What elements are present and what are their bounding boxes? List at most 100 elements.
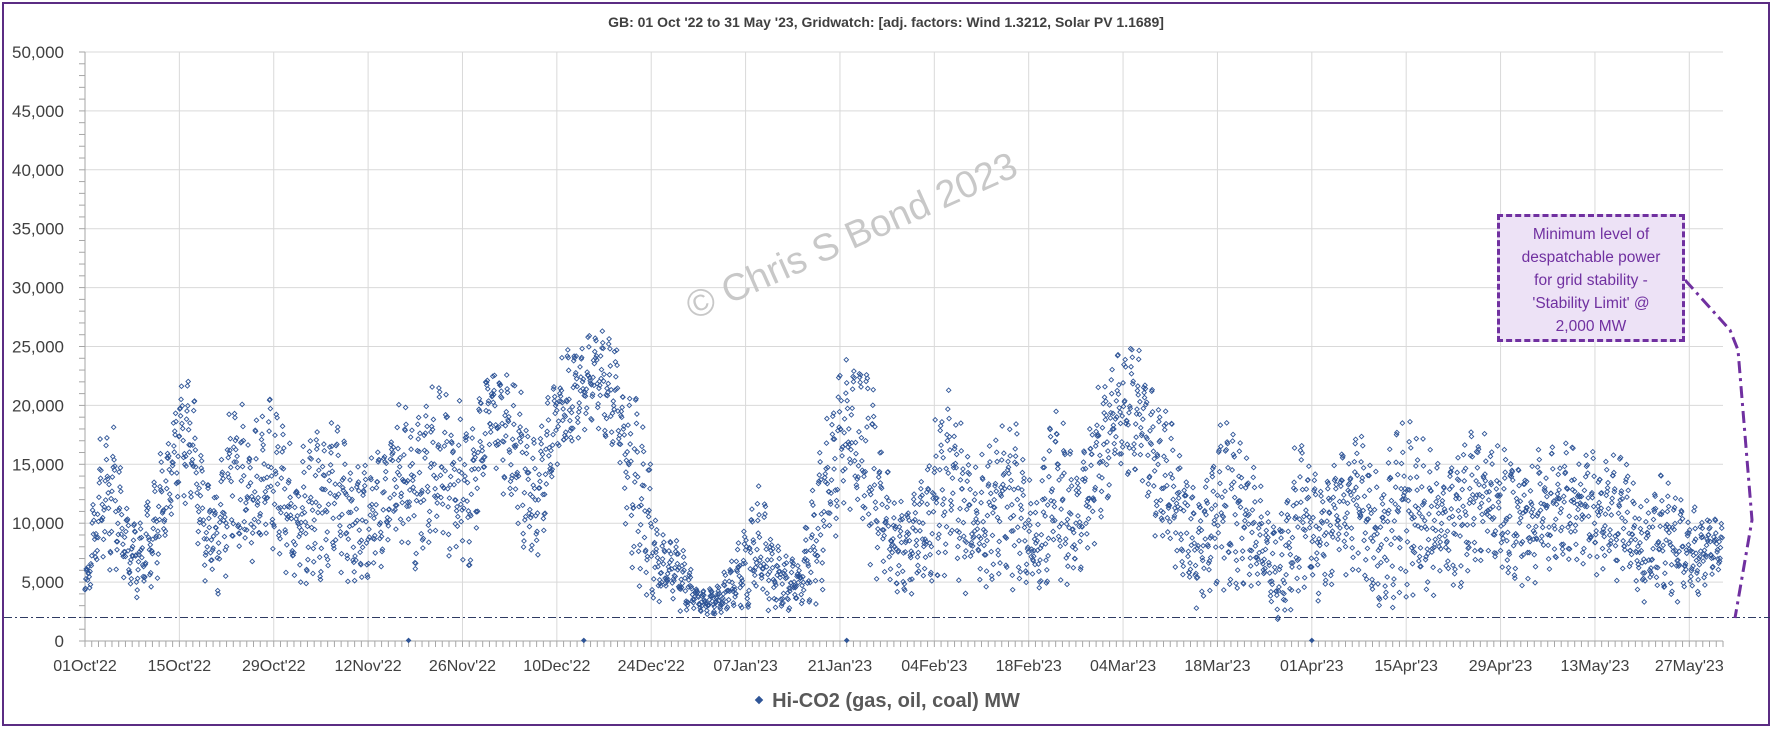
data-point [1199, 557, 1206, 564]
data-point [666, 567, 673, 573]
data-point [1139, 416, 1146, 423]
data-point [395, 401, 402, 408]
data-point [706, 601, 712, 608]
data-point [1085, 515, 1092, 522]
data-point [1248, 582, 1255, 589]
data-point [895, 547, 902, 554]
data-point [1099, 474, 1105, 481]
data-point [1142, 382, 1148, 389]
data-point [298, 519, 305, 526]
data-point [328, 449, 334, 456]
data-point [502, 422, 509, 429]
data-point [1149, 386, 1156, 393]
data-point [1086, 495, 1093, 502]
data-point [1435, 494, 1442, 501]
data-point [174, 479, 181, 486]
data-point [1187, 566, 1194, 573]
data-point [239, 463, 246, 470]
data-point [1637, 539, 1643, 546]
data-point [1167, 535, 1174, 542]
data-point [809, 531, 816, 538]
data-point [526, 523, 533, 530]
data-point [1699, 519, 1705, 526]
data-point [1543, 493, 1550, 500]
data-point [1539, 524, 1546, 531]
data-point [278, 509, 284, 516]
data-point [1272, 539, 1279, 545]
data-point [1712, 516, 1718, 523]
data-point [480, 471, 487, 478]
data-point [1292, 486, 1299, 493]
data-point [1360, 507, 1367, 514]
data-point [1005, 458, 1011, 465]
data-point [573, 375, 580, 382]
data-point [1388, 497, 1395, 504]
data-point [911, 501, 918, 507]
data-point [1006, 426, 1013, 433]
data-point [598, 375, 604, 382]
data-point [247, 464, 254, 471]
data-point [1056, 477, 1062, 483]
data-point [728, 568, 735, 575]
data-point [1432, 527, 1439, 534]
data-point [1573, 514, 1580, 521]
data-point [1715, 566, 1722, 573]
data-point [1462, 465, 1469, 472]
data-point [684, 599, 691, 606]
data-point [1578, 493, 1585, 500]
data-point [1386, 446, 1393, 453]
data-point [261, 461, 267, 467]
data-point [240, 437, 247, 444]
data-point [638, 502, 645, 509]
data-point [742, 560, 749, 567]
data-point [857, 379, 864, 386]
y-tick-label: 35,000 [12, 220, 64, 239]
data-point [682, 575, 688, 581]
data-point [885, 497, 892, 504]
data-point [1051, 517, 1058, 524]
data-point [871, 465, 877, 472]
data-point [800, 587, 807, 594]
data-point [1392, 501, 1399, 508]
data-point [245, 442, 251, 448]
data-point [840, 477, 847, 484]
data-point [842, 465, 848, 472]
data-point [651, 539, 658, 546]
data-point [946, 433, 953, 440]
data-point [1268, 588, 1274, 595]
data-point [644, 553, 651, 560]
data-point [1204, 500, 1211, 507]
data-point [998, 457, 1005, 463]
data-point [1395, 504, 1402, 511]
data-point [513, 442, 519, 449]
data-point [1134, 383, 1141, 389]
data-point [1597, 476, 1603, 483]
data-point [1206, 587, 1213, 594]
data-point [421, 432, 428, 439]
data-point [328, 420, 335, 426]
data-point [336, 481, 343, 488]
data-point [963, 547, 969, 554]
data-point [1658, 472, 1664, 479]
data-point [1345, 487, 1351, 494]
data-point [1202, 484, 1209, 491]
data-point [293, 488, 300, 495]
data-point [261, 499, 268, 506]
data-point [1551, 546, 1558, 552]
data-point [1649, 556, 1656, 563]
data-point [979, 476, 986, 483]
data-point [1475, 446, 1482, 453]
data-point [1557, 465, 1563, 472]
data-point [1423, 526, 1430, 533]
data-point [1348, 535, 1355, 542]
data-point [977, 535, 984, 542]
data-point [1367, 462, 1373, 469]
data-point [495, 441, 502, 448]
data-point [326, 470, 332, 477]
data-point [1666, 529, 1672, 536]
data-point [518, 389, 524, 396]
data-point [1162, 472, 1169, 479]
data-point [610, 398, 617, 404]
data-point [427, 528, 433, 535]
data-point [1013, 421, 1019, 427]
